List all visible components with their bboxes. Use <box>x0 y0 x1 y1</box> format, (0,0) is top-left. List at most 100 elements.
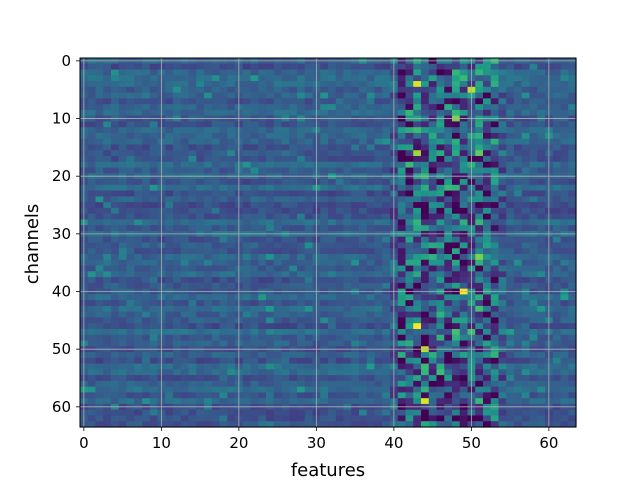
heatmap-cell <box>227 294 236 301</box>
heatmap-cell <box>188 132 197 140</box>
heatmap-cell <box>173 86 182 94</box>
heatmap-cell <box>118 109 128 117</box>
heatmap-cell <box>444 75 453 82</box>
heatmap-cell <box>335 265 345 272</box>
heatmap-cell <box>359 121 368 128</box>
heatmap-cell <box>436 69 445 76</box>
heatmap-cell <box>297 81 306 88</box>
heatmap-cell <box>397 386 407 394</box>
heatmap-cell <box>289 225 298 232</box>
heatmap-cell <box>366 104 376 111</box>
heatmap-cell <box>514 156 523 163</box>
heatmap-cell <box>366 190 376 197</box>
heatmap-cell <box>103 81 112 88</box>
heatmap-cell <box>219 311 228 319</box>
heatmap-cell <box>490 132 500 140</box>
heatmap-cell <box>95 340 104 347</box>
heatmap-cell <box>374 421 383 428</box>
heatmap-cell <box>180 167 190 174</box>
heatmap-cell <box>374 282 383 290</box>
heatmap-cell <box>165 219 174 226</box>
heatmap-cell <box>134 311 143 319</box>
heatmap-cell <box>149 421 159 428</box>
heatmap-cell <box>335 409 345 417</box>
heatmap-cell <box>111 132 120 140</box>
heatmap-cell <box>490 202 500 209</box>
heatmap-cell <box>87 236 97 244</box>
heatmap-cell <box>320 271 329 278</box>
heatmap-cell <box>521 305 531 313</box>
heatmap-cell <box>328 127 337 134</box>
heatmap-cell <box>529 311 538 319</box>
heatmap-cell <box>134 409 143 417</box>
heatmap-cell <box>289 375 298 382</box>
heatmap-cell <box>444 219 453 226</box>
heatmap-cell <box>250 328 259 336</box>
heatmap-cell <box>111 179 120 186</box>
heatmap-cell <box>111 311 120 319</box>
heatmap-cell <box>382 132 391 140</box>
heatmap-cell <box>374 104 383 111</box>
heatmap-cell <box>405 69 414 76</box>
heatmap-cell <box>452 352 461 359</box>
heatmap-cell <box>149 311 159 319</box>
heatmap-cell <box>281 138 290 146</box>
heatmap-cell <box>165 363 174 370</box>
heatmap-cell <box>366 328 376 336</box>
heatmap-cell <box>273 392 283 399</box>
heatmap-cell <box>436 144 445 151</box>
heatmap-cell <box>343 254 352 261</box>
heatmap-cell <box>483 161 492 169</box>
heatmap-cell <box>529 363 538 370</box>
heatmap-cell <box>560 225 569 232</box>
heatmap-cell <box>211 375 221 382</box>
heatmap-cell <box>459 81 469 88</box>
heatmap-cell <box>219 392 228 399</box>
heatmap-cell <box>459 138 469 146</box>
heatmap-cell <box>328 104 337 111</box>
heatmap-cell <box>335 421 345 428</box>
heatmap-cell <box>374 375 383 382</box>
heatmap-cell <box>366 92 376 99</box>
heatmap-cell <box>134 300 143 307</box>
heatmap-cell <box>266 398 275 405</box>
heatmap-cell <box>242 150 252 157</box>
heatmap-cell <box>320 369 329 376</box>
heatmap-cell <box>452 167 461 174</box>
heatmap-cell <box>452 156 461 163</box>
heatmap-cell <box>537 104 546 111</box>
heatmap-cell <box>459 127 469 134</box>
heatmap-cell <box>227 92 236 99</box>
heatmap-cell <box>242 305 252 313</box>
heatmap-cell <box>188 311 197 319</box>
heatmap-cell <box>529 242 538 249</box>
heatmap-cell <box>165 409 174 417</box>
heatmap-cell <box>335 150 345 157</box>
heatmap-cell <box>498 305 507 313</box>
heatmap-cell <box>343 277 352 284</box>
heatmap-cell <box>506 179 515 186</box>
heatmap-cell <box>95 132 104 140</box>
heatmap-cell <box>459 202 469 209</box>
heatmap-cell <box>320 311 329 319</box>
heatmap-cell <box>506 236 515 244</box>
heatmap-cell <box>568 207 577 215</box>
heatmap-cell <box>289 305 298 313</box>
heatmap-cell <box>452 225 461 232</box>
heatmap-cell <box>374 98 383 105</box>
heatmap-cell <box>498 236 507 244</box>
heatmap-cell <box>289 179 298 186</box>
heatmap-cell <box>498 81 507 88</box>
heatmap-cell <box>475 81 484 88</box>
heatmap-cell <box>134 109 143 117</box>
heatmap-cell <box>413 369 422 376</box>
heatmap-cell <box>537 236 546 244</box>
heatmap-cell <box>95 317 104 324</box>
heatmap-cell <box>459 121 469 128</box>
heatmap-cell <box>490 392 500 399</box>
heatmap-cell <box>227 380 236 388</box>
heatmap-cell <box>421 248 430 255</box>
heatmap-cell <box>281 317 290 324</box>
heatmap-cell <box>111 109 120 117</box>
heatmap-cell <box>304 81 314 88</box>
